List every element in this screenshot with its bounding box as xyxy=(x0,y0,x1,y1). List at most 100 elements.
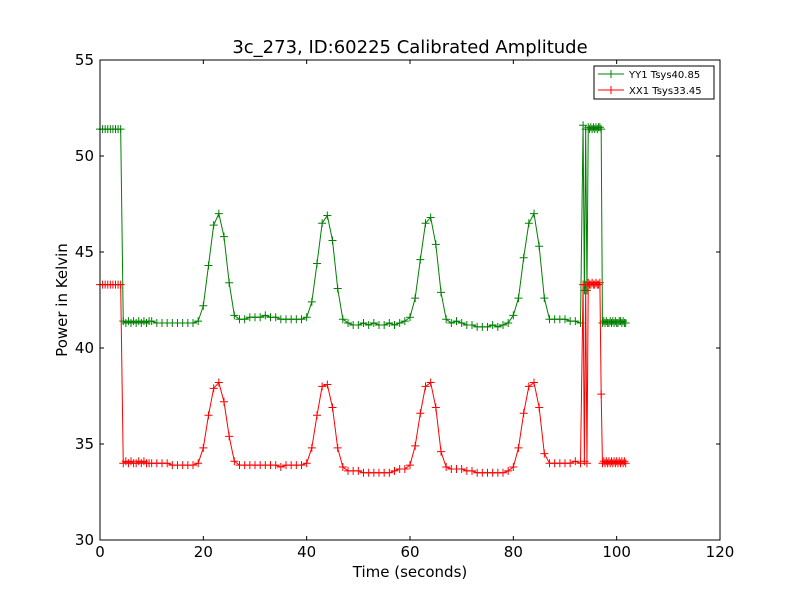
plot-area: 0 20 40 60 80 100 120 30 35 40 45 50 55 xyxy=(75,51,734,561)
data-point xyxy=(116,125,125,134)
data-point xyxy=(416,409,425,418)
data-point xyxy=(468,320,476,329)
data-point xyxy=(318,382,327,391)
data-point xyxy=(597,390,606,399)
data-point xyxy=(276,463,285,472)
data-point xyxy=(189,319,197,328)
data-point xyxy=(514,294,523,303)
y-tick-label: 50 xyxy=(75,147,94,165)
data-point xyxy=(540,294,549,303)
data-point xyxy=(147,317,156,326)
data-point xyxy=(199,443,208,452)
data-point xyxy=(400,464,409,473)
data-point xyxy=(499,320,507,329)
data-point xyxy=(421,382,430,391)
data-point xyxy=(344,319,352,328)
data-point xyxy=(261,311,270,320)
data-point xyxy=(380,320,389,329)
data-point xyxy=(302,313,311,322)
data-point xyxy=(457,464,466,473)
data-point xyxy=(364,320,373,329)
data-point xyxy=(442,463,451,472)
data-point xyxy=(524,382,533,391)
data-point xyxy=(442,315,451,324)
data-point xyxy=(493,322,502,331)
data-point xyxy=(406,461,414,470)
data-point xyxy=(509,463,518,472)
data-point xyxy=(313,411,321,420)
data-point xyxy=(333,284,342,293)
data-point xyxy=(230,457,239,466)
data-point xyxy=(514,443,523,452)
data-point xyxy=(323,211,332,220)
data-point xyxy=(535,242,544,251)
series-layer xyxy=(96,121,630,477)
data-point xyxy=(297,315,306,324)
data-point xyxy=(561,315,569,324)
data-point xyxy=(431,403,440,412)
data-point xyxy=(369,319,378,328)
data-point xyxy=(595,123,604,132)
data-point xyxy=(540,449,549,458)
data-point xyxy=(271,461,280,470)
legend-marker-xx1 xyxy=(607,86,615,94)
data-point xyxy=(328,403,337,412)
data-point xyxy=(390,320,399,329)
data-point xyxy=(519,253,528,262)
data-point xyxy=(509,311,518,320)
legend-label-yy1: YY1 Tsys40.85 xyxy=(628,70,700,81)
data-point xyxy=(163,459,172,468)
data-point xyxy=(390,466,399,475)
legend-box xyxy=(593,65,715,100)
data-point xyxy=(452,317,461,326)
data-point xyxy=(447,319,456,328)
data-point xyxy=(225,432,234,441)
data-point xyxy=(385,319,394,328)
data-point xyxy=(359,319,368,328)
data-point xyxy=(431,240,440,249)
data-point xyxy=(204,261,213,270)
data-point xyxy=(621,319,630,328)
series-yy1 xyxy=(96,121,630,331)
tick-layer: 0 20 40 60 80 100 120 30 35 40 45 50 55 xyxy=(75,51,734,561)
x-tick-label: 120 xyxy=(706,543,735,561)
data-point xyxy=(338,315,347,324)
y-axis-label: Power in Kelvin xyxy=(53,243,71,357)
data-point xyxy=(416,255,425,264)
data-point xyxy=(499,468,507,477)
x-tick-label: 100 xyxy=(602,543,631,561)
data-point xyxy=(220,232,228,241)
data-point xyxy=(566,459,575,468)
y-tick-label: 30 xyxy=(75,531,94,549)
data-point xyxy=(354,320,363,329)
data-point xyxy=(323,380,332,389)
data-point xyxy=(468,466,476,475)
data-point xyxy=(519,409,528,418)
data-point xyxy=(620,457,629,466)
data-point xyxy=(256,313,265,322)
data-point xyxy=(209,221,218,230)
y-tick-label: 45 xyxy=(75,243,94,261)
data-point xyxy=(406,313,414,322)
data-point xyxy=(411,441,420,450)
data-point xyxy=(302,459,311,468)
data-point xyxy=(271,313,280,322)
legend-marker-yy1 xyxy=(607,70,615,78)
data-point xyxy=(328,236,337,245)
y-tick-label: 35 xyxy=(75,435,94,453)
data-point xyxy=(225,278,234,287)
data-point xyxy=(333,443,342,452)
data-point xyxy=(220,397,228,406)
data-point xyxy=(571,457,580,466)
data-point xyxy=(385,468,394,477)
data-point xyxy=(504,319,513,328)
data-point xyxy=(504,466,513,475)
data-point xyxy=(189,461,197,470)
data-point xyxy=(530,378,538,387)
data-point xyxy=(395,319,404,328)
series-xx1 xyxy=(96,278,630,477)
data-point xyxy=(307,297,316,306)
data-point xyxy=(313,259,321,268)
x-tick-label: 40 xyxy=(297,543,316,561)
